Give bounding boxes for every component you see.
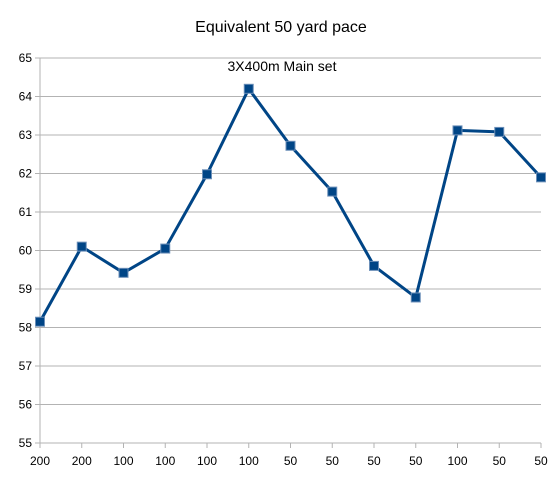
y-tick-label: 58 (19, 321, 33, 335)
y-tick-label: 62 (19, 167, 33, 181)
x-tick-label: 100 (155, 454, 175, 468)
x-tick-label: 100 (197, 454, 217, 468)
data-point (76, 241, 87, 252)
data-point (410, 292, 421, 303)
data-point (494, 126, 505, 137)
data-point (327, 186, 338, 197)
y-tick-label: 56 (19, 398, 33, 412)
x-tick-label: 200 (72, 454, 92, 468)
y-tick-label: 57 (19, 359, 33, 373)
data-point (243, 83, 254, 94)
series-line-0 (38, 87, 543, 323)
data-point (285, 140, 296, 151)
x-tick-label: 200 (30, 454, 50, 468)
x-tick-label: 50 (284, 454, 298, 468)
series-line (38, 87, 543, 323)
x-tick-label: 100 (113, 454, 133, 468)
x-tick-label: 50 (367, 454, 381, 468)
data-point (369, 260, 379, 271)
y-tick-label: 64 (19, 90, 33, 104)
x-tick-label: 50 (493, 454, 507, 468)
chart-title: Equivalent 50 yard pace (195, 19, 367, 36)
y-tick-label: 65 (19, 51, 33, 65)
y-tick-label: 59 (19, 282, 33, 296)
data-point (35, 316, 45, 327)
gridlines (40, 57, 541, 444)
data-point (536, 172, 546, 183)
x-tick-label: 50 (409, 454, 423, 468)
axes (35, 57, 542, 448)
y-tick-labels: 55 56 57 58 59 60 61 62 63 64 65 (19, 51, 33, 450)
x-tick-labels: 200 200 100 100 100 100 50 50 50 50 100 50 50 (30, 454, 548, 468)
y-tick-label: 61 (19, 205, 33, 219)
data-points (35, 83, 546, 327)
y-tick-label: 60 (19, 244, 33, 258)
x-tick-label: 100 (239, 454, 259, 468)
data-point (118, 267, 129, 278)
chart-annotation: 3X400m Main set (228, 58, 337, 74)
data-point (160, 243, 171, 254)
x-tick-label: 50 (534, 454, 548, 468)
data-point (452, 125, 463, 136)
data-point (202, 169, 212, 180)
y-tick-label: 63 (19, 128, 33, 142)
y-tick-label: 55 (19, 436, 33, 450)
x-tick-label: 50 (326, 454, 340, 468)
x-tick-label: 100 (447, 454, 467, 468)
